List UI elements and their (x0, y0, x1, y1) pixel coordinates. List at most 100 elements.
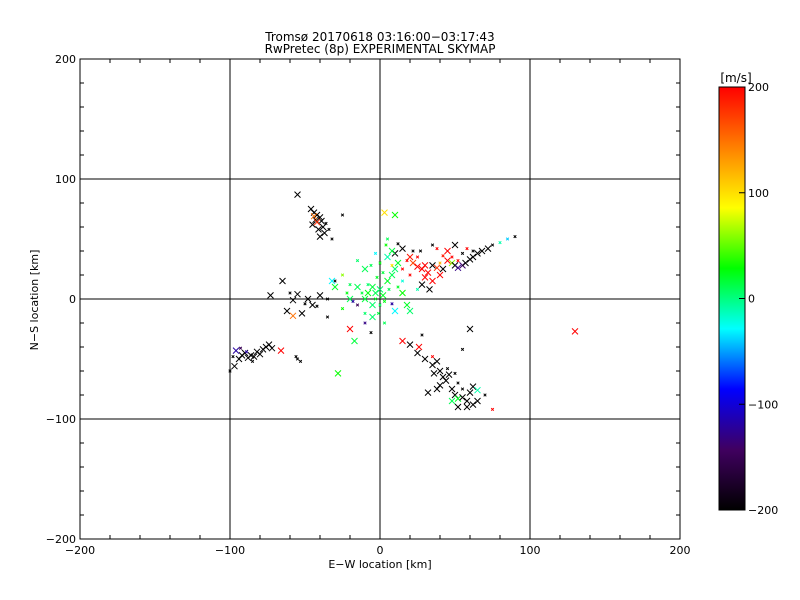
data-point (448, 397, 456, 405)
data-point (369, 263, 373, 268)
data-point (384, 243, 388, 247)
data-point (400, 267, 405, 271)
y-tick-labels: −200 −100 0 100 200 (46, 53, 76, 546)
y-tick-label: 0 (69, 293, 76, 306)
data-point (325, 297, 330, 301)
data-point (267, 292, 274, 299)
x-tick-label: 200 (670, 544, 691, 557)
data-point (355, 303, 360, 307)
data-point (351, 299, 355, 304)
data-point (438, 261, 442, 265)
data-point (456, 258, 460, 263)
y-axis-label: N−S location [km] (28, 250, 41, 351)
data-point (436, 271, 444, 279)
colorbar-ticks: −200 −100 0 100 200 (739, 81, 778, 517)
data-point (430, 354, 435, 359)
data-point (232, 347, 240, 354)
data-point (430, 243, 435, 247)
y-tick-label: −100 (46, 413, 76, 426)
data-point (448, 385, 456, 393)
data-point (372, 289, 379, 297)
data-point (375, 275, 379, 280)
data-point (433, 358, 441, 365)
data-point (462, 259, 469, 267)
data-point (346, 325, 354, 333)
data-point (411, 249, 415, 253)
data-point (469, 253, 477, 261)
data-point (298, 310, 306, 317)
data-point (313, 218, 321, 226)
scatter-points (228, 191, 579, 412)
data-point (391, 307, 399, 315)
data-point (348, 282, 352, 287)
data-point (418, 249, 423, 253)
colorbar-label: [m/s] (720, 71, 751, 85)
data-point (454, 403, 462, 411)
colorbar-tick-label: 100 (748, 187, 769, 200)
data-point (384, 277, 391, 285)
data-point (409, 259, 417, 267)
chart-subtitle: RwPretec (8p) EXPERIMENTAL SKYMAP (265, 42, 496, 56)
data-point (420, 333, 424, 337)
data-point (406, 341, 414, 348)
data-point (399, 245, 406, 252)
data-point (238, 346, 243, 350)
x-tick-label: −200 (65, 544, 95, 557)
data-point (405, 258, 409, 263)
data-point (379, 292, 387, 299)
data-point (384, 253, 391, 261)
data-point (378, 303, 382, 307)
data-point (571, 328, 579, 335)
data-point (351, 337, 358, 345)
data-point (373, 297, 378, 301)
data-point (304, 295, 312, 303)
data-point (250, 353, 258, 360)
grid-lines (80, 59, 680, 539)
data-point (460, 347, 465, 352)
data-point (331, 283, 339, 291)
data-point (498, 240, 502, 245)
data-point (426, 286, 433, 293)
data-point (283, 307, 291, 315)
data-point (406, 307, 414, 315)
data-point (456, 381, 460, 385)
data-point (277, 347, 285, 354)
data-point (298, 359, 303, 364)
data-point (403, 301, 411, 309)
data-point (316, 292, 324, 299)
data-point (369, 313, 376, 321)
data-point (466, 325, 474, 333)
data-point (483, 393, 487, 397)
data-point (316, 214, 324, 221)
data-point (436, 367, 444, 375)
data-point (415, 255, 420, 259)
data-point (394, 259, 402, 267)
data-point (355, 258, 360, 263)
data-point (471, 249, 475, 253)
data-point (429, 277, 436, 285)
data-point (363, 321, 367, 325)
data-point (484, 245, 492, 252)
data-point (361, 295, 369, 303)
data-point (414, 263, 421, 270)
data-point (381, 270, 385, 275)
data-point (442, 377, 450, 384)
data-point (334, 370, 342, 377)
data-point (430, 370, 438, 377)
x-tick-label: −100 (215, 544, 245, 557)
data-point (294, 354, 298, 359)
chart-title: Tromsø 20170618 03:16:00−03:17:43 (264, 30, 494, 44)
data-point (445, 371, 453, 378)
data-point (474, 386, 481, 394)
data-point (474, 397, 481, 405)
data-point (414, 349, 421, 357)
data-point (460, 387, 465, 391)
x-tick-label: 0 (377, 544, 384, 557)
data-point (378, 261, 382, 265)
data-point (309, 301, 316, 309)
data-point (364, 289, 372, 297)
data-point (354, 283, 361, 291)
data-point (396, 285, 400, 289)
data-point (231, 362, 238, 370)
